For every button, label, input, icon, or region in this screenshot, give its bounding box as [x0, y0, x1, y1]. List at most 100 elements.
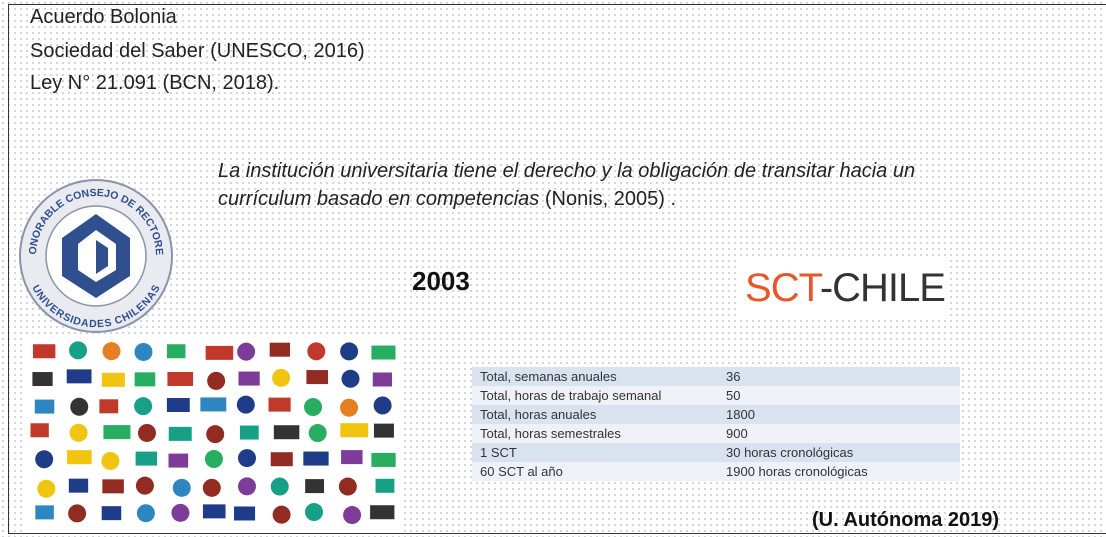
logo-shape [239, 425, 259, 440]
logo-shape [270, 452, 293, 467]
logo-shape [305, 503, 324, 522]
logo-shape [304, 398, 323, 417]
logo-shape [340, 423, 369, 438]
logo-shape [103, 425, 131, 440]
quote-text: currículum basado en competencias [218, 188, 540, 210]
table-row: 60 SCT al año 1900 horas cronológicas [472, 462, 960, 481]
logo-shape [168, 453, 189, 468]
logo-shape [171, 503, 190, 522]
logo-shape [236, 395, 255, 414]
logo-shape [308, 424, 327, 443]
logo-shape [371, 452, 396, 467]
logo-shape [238, 371, 260, 386]
logo-shape [66, 369, 92, 384]
logo-shape [134, 342, 153, 361]
logo-shape [340, 342, 359, 361]
logo-shape [137, 423, 156, 442]
table-cell: Total, horas semestrales [480, 426, 621, 441]
table-cell: Total, semanas anuales [480, 369, 617, 384]
logo-shape [204, 450, 223, 469]
logo-shape [307, 342, 326, 361]
slide-frame [8, 4, 1106, 534]
table-cell: 36 [726, 369, 741, 384]
logo-shape [70, 397, 89, 416]
logo-shape [237, 449, 256, 468]
logo-shape [343, 506, 362, 525]
logo-shape [101, 451, 120, 470]
logo-shape [341, 369, 360, 388]
logo-shape [166, 344, 186, 359]
logo-shape [101, 372, 125, 387]
logo-shape [135, 451, 158, 466]
logo-shape [102, 342, 121, 361]
quote-citation: (Nonis, 2005) . [539, 188, 677, 210]
table-row: Total, horas de trabajo semanal 50 [472, 386, 960, 405]
quote-line: La institución universitaria tiene el de… [218, 160, 915, 183]
logo-shape [205, 345, 234, 360]
logo-shape [305, 479, 325, 494]
logo-shape [303, 451, 329, 466]
logo-shape [68, 478, 89, 493]
table-cell: 60 SCT al año [480, 464, 563, 479]
table-cell: 900 [726, 426, 748, 441]
logo-shape [341, 450, 363, 465]
logo-shape [172, 478, 191, 497]
table-cell: 50 [726, 388, 741, 403]
logo-shape [375, 478, 395, 493]
logo-shape [238, 477, 257, 496]
credits-table: Total, semanas anuales 36 Total, horas de … [472, 367, 960, 481]
logo-shape [99, 399, 119, 414]
year: 2003 [412, 266, 470, 296]
logo-shape [30, 423, 49, 438]
logo-shape [32, 344, 56, 359]
logo-shape [340, 398, 359, 417]
logo-shape [373, 396, 392, 415]
header-line: Acuerdo Bolonia [30, 6, 177, 28]
logo-shape [135, 476, 154, 495]
logo-shape [136, 504, 155, 523]
logo-shape [272, 505, 291, 524]
logo-shape [272, 368, 291, 387]
logo-shape [270, 477, 289, 496]
logo-shape [166, 397, 190, 412]
logo-shape [35, 450, 54, 469]
logo-shape [202, 478, 221, 497]
logo-shape [373, 423, 394, 438]
table-cell: Total, horas de trabajo semanal [480, 388, 662, 403]
logo-shape [370, 505, 395, 520]
quote-line: currículum basado en competencias (Nonis… [218, 188, 676, 211]
table-row: Total, horas anuales 1800 [472, 405, 960, 424]
logo-shape [237, 342, 256, 361]
logo-shape [101, 506, 122, 521]
logo-shape [67, 450, 92, 465]
logo-shape [32, 372, 53, 387]
logo-shape [200, 397, 227, 412]
logo-shape [207, 371, 226, 390]
logo-shape [37, 479, 56, 498]
table-cell: 1800 [726, 407, 755, 422]
logo-shape [268, 397, 291, 412]
logo-shape [35, 505, 54, 520]
seal-emblem [96, 240, 108, 274]
logo-shape [273, 425, 300, 440]
table-cell: 1 SCT [480, 445, 517, 460]
logo-shape [234, 506, 256, 521]
header-line: Sociedad del Saber (UNESCO, 2016) [30, 40, 365, 62]
sct-logo: SCT-CHILE [740, 258, 950, 318]
logo-shape [371, 345, 396, 360]
logo-shape [167, 371, 194, 386]
logo-shape [68, 504, 87, 523]
table-row: Total, semanas anuales 36 [472, 367, 960, 386]
logo-shape [102, 479, 124, 494]
table-cell: Total, horas anuales [480, 407, 597, 422]
table-row: Total, horas semestrales 900 [472, 424, 960, 443]
logo-shape [269, 342, 291, 357]
logo-shape [338, 477, 357, 496]
university-logos [24, 334, 402, 532]
logo-shape [372, 372, 392, 387]
logo-shape [306, 370, 329, 385]
logo-shape [69, 423, 88, 442]
logo-shape [206, 425, 225, 444]
seal: HONORABLE CONSEJO DE RECTORES UNIVERSIDA… [18, 178, 173, 333]
